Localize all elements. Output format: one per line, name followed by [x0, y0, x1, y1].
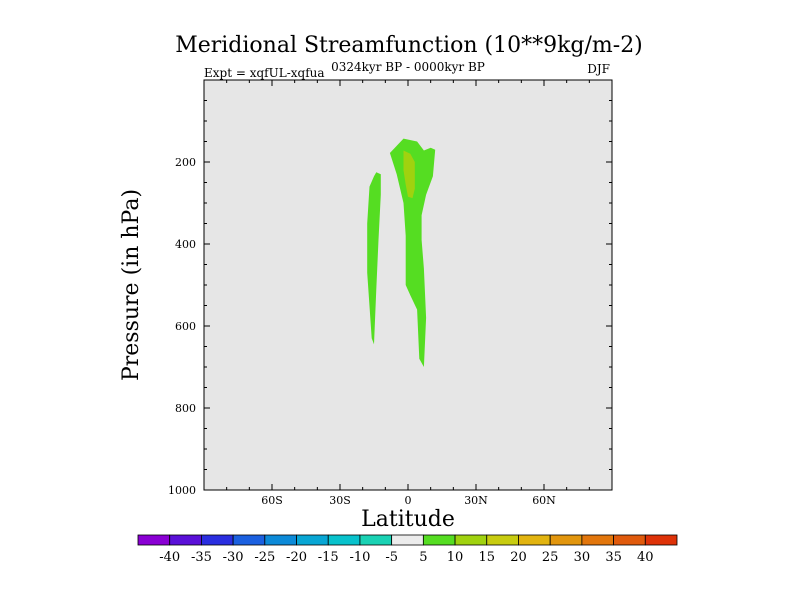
colorbar-swatch	[232, 534, 266, 546]
contour-region-core-equator	[403, 150, 415, 199]
colorbar-swatch	[327, 534, 361, 546]
contour-region-cell-15S	[367, 172, 381, 345]
colorbar-swatch	[359, 534, 393, 546]
x-tick-label: 60S	[261, 494, 283, 507]
season-label: DJF	[587, 62, 610, 76]
colorbar-swatch	[391, 534, 424, 546]
contour-region-cell-equator	[389, 138, 436, 367]
y-tick-label: 400	[175, 238, 196, 251]
contour-regions	[367, 138, 436, 367]
colorbar-label: -5	[385, 550, 398, 565]
x-axis-label: Latitude	[361, 507, 455, 532]
colorbar-swatch	[486, 534, 519, 546]
y-axis-ticks: 200 400 600 800 1000	[168, 100, 612, 497]
y-tick-label: 200	[175, 156, 196, 169]
colorbar-label: -20	[286, 550, 307, 565]
x-tick-label: 30S	[329, 494, 351, 507]
colorbar-label: 15	[478, 550, 495, 565]
colorbar-swatch	[201, 534, 234, 546]
colorbar-swatch	[549, 534, 583, 546]
y-axis-label: Pressure (in hPa)	[119, 189, 144, 381]
chart-title: Meridional Streamfunction (10**9kg/m-2)	[175, 33, 643, 58]
colorbar-swatch	[644, 534, 678, 546]
colorbar-swatch	[264, 534, 297, 546]
x-tick-label: 0	[405, 494, 412, 507]
period-label: 0324kyr BP - 0000kyr BP	[331, 60, 485, 74]
colorbar-label: 25	[542, 550, 559, 565]
colorbar-swatch	[613, 534, 646, 546]
colorbar-label: -35	[191, 550, 212, 565]
y-tick-label: 600	[175, 320, 196, 333]
y-tick-label: 800	[175, 402, 196, 415]
colorbar-swatch	[137, 534, 171, 546]
colorbar-label: 20	[510, 550, 527, 565]
colorbar: -40 -35 -30 -25 -20 -15 -10 -5 5 10 15 20 25 30 35 40	[137, 534, 678, 565]
colorbar-label: -15	[318, 550, 339, 565]
colorbar-label: -40	[159, 550, 180, 565]
colorbar-swatch	[581, 534, 614, 546]
colorbar-label: -25	[254, 550, 275, 565]
colorbar-swatch	[518, 534, 551, 546]
colorbar-label: -30	[223, 550, 244, 565]
colorbar-label: -10	[349, 550, 370, 565]
colorbar-swatch	[296, 534, 329, 546]
x-axis-ticks: 60S 30S 0 30N 60N	[226, 80, 590, 507]
colorbar-swatch	[169, 534, 202, 546]
colorbar-label: 40	[637, 550, 654, 565]
colorbar-label: 30	[574, 550, 591, 565]
experiment-label: Expt = xqfUL-xqfua	[204, 66, 325, 80]
colorbar-swatch	[454, 534, 488, 546]
x-tick-label: 60N	[532, 494, 556, 507]
colorbar-label: 10	[447, 550, 464, 565]
y-tick-label: 1000	[168, 484, 196, 497]
x-tick-label: 30N	[464, 494, 488, 507]
colorbar-label: 35	[605, 550, 622, 565]
colorbar-label: 5	[419, 550, 427, 565]
colorbar-swatch	[422, 534, 456, 546]
